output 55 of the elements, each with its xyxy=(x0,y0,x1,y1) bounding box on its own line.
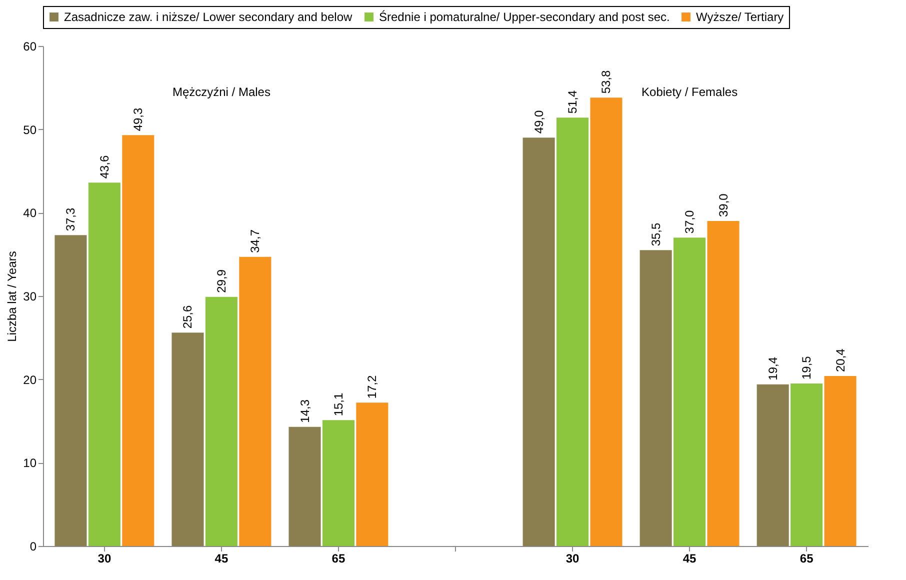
data-label: 37,0 xyxy=(682,210,697,234)
bar xyxy=(322,420,354,546)
bar xyxy=(556,118,589,546)
bar xyxy=(824,376,856,546)
bar xyxy=(172,332,204,546)
bar xyxy=(522,138,555,546)
bar xyxy=(122,135,154,546)
data-label: 20,4 xyxy=(833,348,848,372)
x-tick-label: 30 xyxy=(566,552,580,566)
bar xyxy=(590,98,622,546)
data-label: 51,4 xyxy=(566,90,580,114)
data-label: 25,6 xyxy=(180,304,195,329)
data-label: 34,7 xyxy=(248,229,262,253)
y-tick-label: 30 xyxy=(23,290,37,304)
x-tick-label: 45 xyxy=(214,552,228,566)
x-tick-label: 65 xyxy=(332,552,346,566)
y-tick-label: 20 xyxy=(23,372,37,387)
bar xyxy=(640,250,672,546)
data-label: 14,3 xyxy=(298,399,312,423)
data-label: 53,8 xyxy=(599,70,614,94)
y-tick-label: 60 xyxy=(23,40,37,54)
legend-label: Średnie i pomaturalne/ Upper-secondary and post sec. xyxy=(379,10,670,24)
bar xyxy=(674,238,706,546)
y-axis-title: Liczba lat / Years xyxy=(5,251,20,342)
y-tick-label: 10 xyxy=(23,456,37,470)
bar xyxy=(54,235,87,546)
y-tick-label: 40 xyxy=(23,206,37,220)
data-label: 49,0 xyxy=(532,110,546,134)
y-tick-label: 50 xyxy=(23,122,37,137)
data-label: 39,0 xyxy=(716,193,730,217)
y-tick-label: 0 xyxy=(30,540,37,554)
data-label: 43,6 xyxy=(97,154,112,179)
data-label: 35,5 xyxy=(648,222,663,246)
data-label: 17,2 xyxy=(365,374,380,399)
legend-label: Zasadnicze zaw. i niższe/ Lower secondary and below xyxy=(64,10,352,24)
bar xyxy=(707,221,740,546)
data-label: 29,9 xyxy=(214,269,228,293)
data-label: 19,4 xyxy=(766,356,780,380)
bar xyxy=(205,296,238,546)
bar xyxy=(756,384,789,546)
bar xyxy=(288,426,321,546)
annotation: Mężczyźni / Males xyxy=(172,84,270,99)
x-tick-label: 30 xyxy=(98,552,112,566)
x-tick-label: 65 xyxy=(800,552,814,566)
legend-label: Wyższe/ Tertiary xyxy=(696,10,784,24)
data-label: 15,1 xyxy=(331,392,346,416)
bar xyxy=(239,256,272,546)
bar xyxy=(356,402,388,546)
annotation: Kobiety / Females xyxy=(642,84,738,99)
bar xyxy=(88,182,120,546)
data-label: 19,5 xyxy=(800,356,814,380)
x-tick-label: 45 xyxy=(682,552,697,566)
data-label: 49,3 xyxy=(131,107,146,132)
data-label: 37,3 xyxy=(64,207,78,232)
bar xyxy=(790,384,823,546)
